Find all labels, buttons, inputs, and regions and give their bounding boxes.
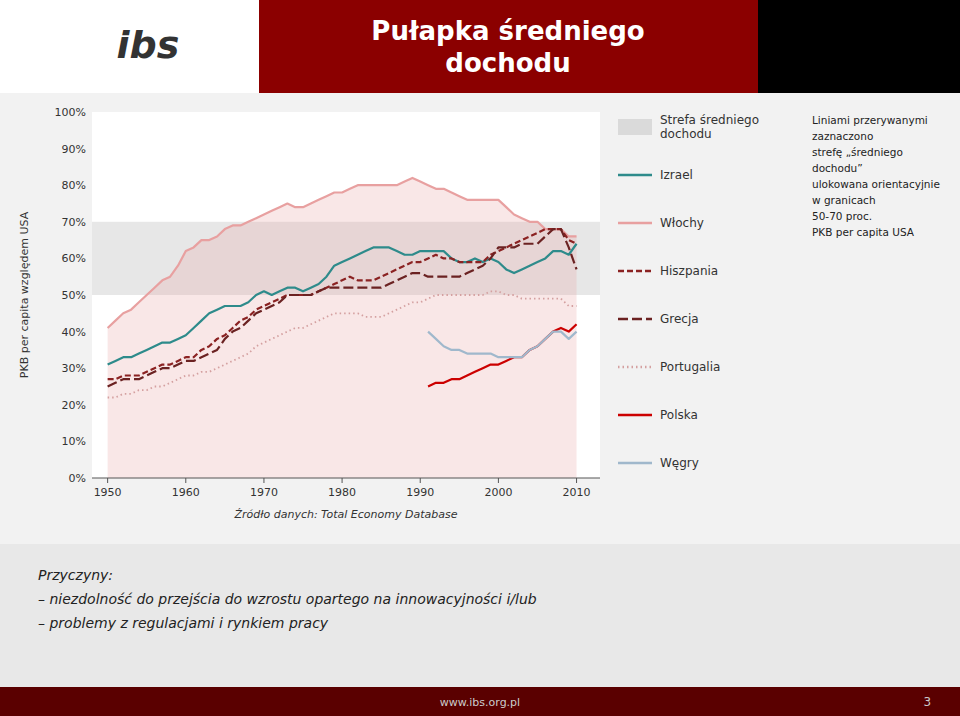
background (0, 0, 960, 716)
x-tick (576, 478, 577, 483)
legend-swatch (618, 318, 652, 321)
x-tick-label: 1970 (250, 486, 278, 499)
annotation-line: 50-70 proc. (812, 210, 872, 222)
footer-line: – niezdolność do przejścia do wzrostu op… (38, 591, 537, 607)
legend-label: Portugalia (660, 360, 720, 374)
logo-area (0, 0, 259, 93)
legend-label: Hiszpania (660, 264, 718, 278)
x-tick (420, 478, 421, 483)
y-axis-label: PKB per capita względem USA (18, 211, 31, 378)
legend-label-line: Polska (660, 408, 698, 422)
logo: ibs (117, 23, 180, 67)
y-tick-label: 80% (62, 179, 86, 192)
series-line (108, 291, 577, 397)
y-tick-label: 0% (69, 472, 86, 485)
y-tick-label: 50% (62, 289, 86, 302)
legend-label-line: Strefa średniego (660, 113, 759, 127)
x-tick-label: 2010 (563, 486, 591, 499)
legend-label: Strefa średniegodochodu (660, 113, 759, 141)
source-note: Źródło danych: Total Economy Database (234, 508, 458, 521)
legend-label-line: Włochy (660, 216, 704, 230)
x-tick-label: 1950 (94, 486, 122, 499)
x-tick-label: 1980 (328, 486, 356, 499)
y-tick-label: 70% (62, 216, 86, 229)
y-tick-label: 30% (62, 362, 86, 375)
plot-group (92, 178, 600, 478)
y-tick-label: 90% (62, 143, 86, 156)
y-tick-label: 20% (62, 399, 86, 412)
footer-area (0, 544, 960, 687)
annotation-line: ulokowana orientacyjnie (812, 178, 940, 190)
legend: Strefa średniegodochodu Izrael Włochy Hiszp… (618, 113, 759, 470)
x-axis-line (92, 478, 600, 479)
series-line (428, 332, 576, 358)
y-tick-label: 60% (62, 252, 86, 265)
x-tick-label: 1990 (406, 486, 434, 499)
y-tick-label: 10% (62, 435, 86, 448)
legend-label-line: Grecja (660, 312, 699, 326)
series-line (108, 229, 577, 379)
title: Pułapka średniegodochodu (371, 16, 644, 78)
legend-label-line: dochodu (660, 127, 712, 141)
legend-swatch (618, 174, 652, 177)
legend-label: Polska (660, 408, 698, 422)
legend-swatch (618, 366, 652, 369)
bottom-bar (0, 687, 960, 716)
annotation: Liniami przerywanymi zaznaczono strefę „śr… (812, 114, 940, 238)
annotation-line: zaznaczono (812, 130, 873, 142)
footer-line: Przyczyny: (38, 567, 113, 583)
annotation-line: dochodu” (812, 162, 863, 174)
series-line (108, 178, 577, 328)
legend-label-line: Izrael (660, 168, 693, 182)
legend-label-line: Hiszpania (660, 264, 718, 278)
legend-swatch (618, 119, 652, 135)
legend-swatch (618, 270, 652, 273)
y-tick-label: 40% (62, 326, 86, 339)
legend-swatch (618, 462, 652, 465)
legend-swatch (618, 414, 652, 417)
legend-label: Grecja (660, 312, 699, 326)
website: www.ibs.org.pl (440, 696, 520, 709)
header-corner (758, 0, 960, 93)
series-line (108, 229, 577, 386)
footer-line: – problemy z regulacjami i rynkiem pracy (38, 615, 329, 631)
annotation-line: Liniami przerywanymi (812, 114, 928, 126)
series-line (108, 244, 577, 365)
series-area (108, 178, 577, 478)
annotation-line: PKB per capita USA (812, 226, 915, 238)
title-line: dochodu (445, 48, 570, 78)
series-line (428, 324, 576, 386)
x-tick (107, 478, 108, 483)
legend-label-line: Węgry (660, 456, 699, 470)
x-tick (263, 478, 264, 483)
y-tick-label: 100% (55, 106, 86, 119)
legend-label-line: Portugalia (660, 360, 720, 374)
x-tick-label: 2000 (484, 486, 512, 499)
legend-swatch (618, 222, 652, 225)
title-bar (259, 0, 758, 93)
legend-label: Izrael (660, 168, 693, 182)
annotation-line: strefę „średniego (812, 146, 903, 158)
annotation-line: w granicach (812, 194, 876, 206)
x-tick (498, 478, 499, 483)
legend-label: Włochy (660, 216, 704, 230)
page-number: 3 (924, 695, 932, 709)
x-tick-label: 1960 (172, 486, 200, 499)
plot-background (92, 112, 600, 478)
chart-svg: ibsPułapka średniegodochodu1950196019701… (0, 0, 960, 716)
x-tick (342, 478, 343, 483)
legend-label: Węgry (660, 456, 699, 470)
x-tick (185, 478, 186, 483)
title-line: Pułapka średniego (371, 16, 644, 46)
